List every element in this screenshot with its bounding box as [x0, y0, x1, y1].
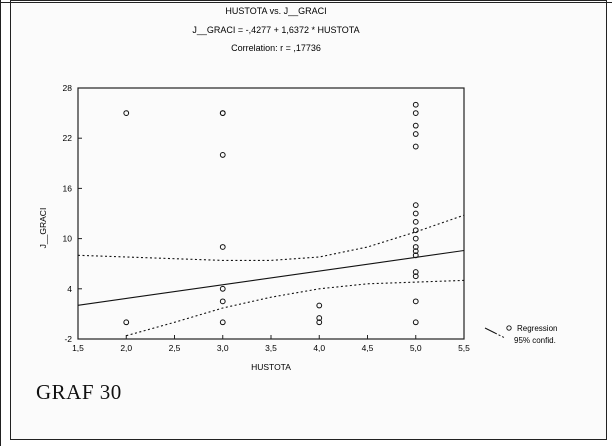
data-point: [412, 235, 419, 242]
legend-regression-label: Regression: [517, 324, 557, 333]
page-left-rule: [0, 0, 1, 446]
data-point: [219, 285, 226, 292]
data-point: [123, 319, 130, 326]
figure-caption: GRAF 30: [36, 380, 122, 404]
confidence-band-lower: [126, 279, 465, 337]
data-point: [316, 302, 323, 309]
data-point: [412, 218, 419, 225]
y-tick-label: 16: [63, 183, 73, 193]
confidence-band-upper: [77, 214, 465, 261]
y-axis: -2 4 10 16 22 28: [63, 83, 82, 344]
data-point: [412, 227, 419, 234]
legend-regression-swatch: [484, 327, 496, 334]
y-tick-label: -2: [64, 334, 72, 344]
data-point: [219, 319, 226, 326]
data-point: [219, 244, 226, 250]
data-points: [123, 101, 419, 326]
x-tick-label: 3,5: [265, 343, 277, 353]
chart-equation: J__GRACI = -,4277 + 1,6372 * HUSTOTA: [192, 25, 359, 35]
legend-confid-swatch: [494, 332, 506, 339]
data-point: [219, 298, 226, 305]
x-tick-label: 4,0: [313, 343, 325, 353]
x-axis-label: HUSTOTA: [251, 362, 291, 372]
chart-title: HUSTOTA vs. J__GRACI: [225, 6, 326, 16]
data-point: [412, 202, 419, 209]
regression-line: [77, 249, 465, 306]
chart-correlation: Correlation: r = ,17736: [231, 43, 321, 53]
data-point: [219, 152, 226, 158]
data-point: [316, 315, 323, 321]
x-tick-label: 2,5: [169, 343, 181, 353]
data-point: [412, 248, 419, 255]
data-point: [412, 143, 419, 150]
x-tick-label: 1,5: [72, 343, 84, 353]
x-axis: 1,5 2,0 2,5 3,0 3,5 4,0 4,5 5,0 5,5: [72, 335, 470, 353]
data-point: [412, 252, 419, 259]
data-point: [412, 273, 419, 280]
legend-confid-label: 95% confid.: [514, 336, 556, 345]
x-tick-label: 4,5: [362, 343, 374, 353]
data-point: [316, 319, 323, 326]
page-top-rule: [0, 2, 612, 3]
figure-frame: [10, 0, 607, 440]
x-tick-label: 3,0: [217, 343, 229, 353]
x-tick-label: 2,0: [120, 343, 132, 353]
data-point: [412, 298, 419, 305]
x-tick-label: 5,0: [410, 343, 422, 353]
data-point: [412, 269, 419, 275]
data-point: [412, 101, 419, 108]
data-point: [412, 210, 419, 217]
data-point: [412, 110, 419, 116]
data-point: [412, 122, 419, 129]
data-point: [219, 110, 226, 116]
plot-area: [77, 87, 465, 340]
y-tick-label: 10: [63, 234, 73, 244]
y-tick-label: 4: [67, 284, 72, 294]
data-point: [412, 131, 419, 137]
data-point: [123, 110, 130, 116]
x-tick-label: 5,5: [458, 343, 470, 353]
legend: Regression 95% confid.: [484, 324, 557, 345]
legend-marker: [506, 325, 512, 331]
y-tick-label: 28: [63, 83, 73, 93]
y-tick-label: 22: [63, 133, 73, 143]
data-point: [412, 319, 419, 326]
confidence-bands: [77, 214, 465, 337]
data-point: [412, 244, 419, 250]
y-axis-label: J__GRACI: [38, 208, 48, 249]
